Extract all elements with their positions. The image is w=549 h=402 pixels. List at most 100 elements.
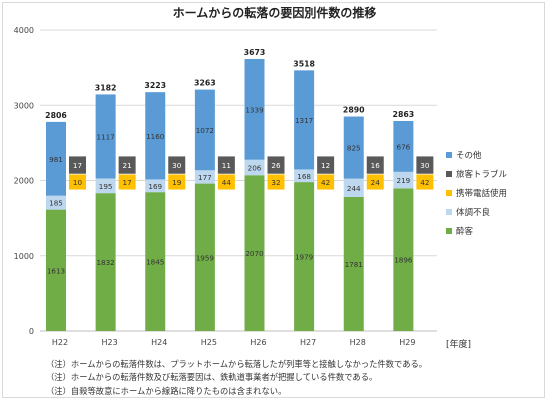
- x-tick-label: H25: [201, 338, 217, 347]
- side-bar-trouble: [118, 156, 136, 174]
- bar-segment: [244, 159, 265, 176]
- legend-swatch: [446, 152, 452, 158]
- x-tick-label: H22: [52, 338, 68, 347]
- data-label: 676: [397, 142, 411, 151]
- data-label: 1832: [96, 258, 114, 267]
- bars: 1613 185 981 2806 10 17 1832 195 1117 3182 17 21 184…: [45, 48, 434, 331]
- side-bar-trouble: [267, 156, 285, 174]
- data-label: 177: [198, 173, 212, 182]
- data-label: 1339: [245, 105, 264, 114]
- bar-segment: [294, 70, 315, 170]
- data-label: 219: [397, 176, 411, 185]
- footnotes: （注）ホームからの転落件数は、プラットホームから転落したが列車等と接触しなかった…: [46, 358, 427, 398]
- data-label: 825: [347, 144, 361, 153]
- legend-swatch: [446, 209, 452, 215]
- data-label: 26: [271, 161, 281, 170]
- total-label: 3223: [144, 81, 166, 90]
- legend-label: 旅客トラブル: [456, 169, 508, 180]
- data-label: 1845: [146, 258, 164, 267]
- bar-segment: [244, 175, 265, 331]
- side-bar-phone: [69, 174, 86, 190]
- data-label: 2070: [245, 249, 264, 258]
- bar-segment: [46, 195, 66, 210]
- y-tick-label: 2000: [14, 177, 34, 186]
- data-label: 1896: [394, 256, 413, 265]
- data-label: 12: [321, 161, 330, 170]
- bar-segment: [95, 178, 116, 194]
- data-label: 21: [123, 161, 132, 170]
- legend-swatch: [446, 190, 452, 196]
- side-bar-phone: [267, 174, 285, 190]
- x-tick-label: H27: [300, 338, 316, 347]
- data-label: 1613: [47, 266, 65, 275]
- legend-label: その他: [456, 150, 482, 161]
- total-label: 2863: [393, 110, 415, 119]
- data-label: 1160: [146, 132, 165, 141]
- y-axis: 0 1000 2000 3000 4000: [14, 26, 34, 336]
- bar-segment: [393, 171, 414, 189]
- total-label: 2806: [45, 111, 67, 120]
- legend-swatch: [446, 171, 452, 177]
- bar-segment: [294, 182, 315, 331]
- bar-segment: [145, 179, 166, 193]
- data-label: 1072: [196, 126, 214, 135]
- legend-label: 酔客: [456, 226, 474, 237]
- bar-segment: [145, 192, 166, 331]
- legend-label: 体調不良: [456, 207, 491, 218]
- data-label: 30: [172, 161, 182, 170]
- data-label: 17: [73, 161, 82, 170]
- data-label: 16: [371, 161, 381, 170]
- side-bar-phone: [217, 174, 235, 190]
- data-label: 44: [222, 178, 232, 187]
- data-label: 168: [297, 172, 311, 181]
- chart-frame: [2, 2, 545, 398]
- footnote: （注）自殺等故意にホームから線路に降りたものは含まれない。: [46, 385, 287, 396]
- bar-segment: [46, 121, 66, 196]
- footnote: （注）ホームからの転落件数は、プラットホームから転落したが列車等と接触しなかった…: [46, 359, 428, 369]
- side-bar-trouble: [366, 156, 384, 174]
- side-bar-phone: [366, 174, 384, 190]
- data-label: 19: [172, 178, 182, 187]
- data-label: 32: [271, 178, 280, 187]
- data-label: 1317: [295, 116, 313, 125]
- side-bar-trouble: [168, 156, 186, 174]
- x-tick-label: H28: [350, 338, 366, 347]
- data-label: 195: [99, 182, 113, 191]
- side-bar-phone: [416, 174, 434, 190]
- y-tick-label: 4000: [14, 26, 34, 35]
- side-bar-trouble: [416, 156, 434, 174]
- side-bar-phone: [118, 174, 136, 190]
- data-label: 24: [371, 178, 381, 187]
- x-axis: H22 H23 H24 H25 H26 H27 H28 H29: [52, 338, 416, 347]
- data-label: 1959: [196, 253, 215, 262]
- total-label: 2890: [343, 106, 365, 115]
- total-label: 3182: [95, 83, 117, 92]
- x-tick-label: H26: [250, 338, 266, 347]
- bar-segment: [244, 58, 265, 160]
- x-axis-unit-label: [年度]: [446, 338, 471, 350]
- y-tick-label: 1000: [14, 252, 34, 261]
- data-label: 981: [49, 155, 63, 164]
- x-tick-label: H23: [102, 338, 118, 347]
- data-label: 169: [148, 182, 162, 191]
- bar-segment: [194, 170, 215, 184]
- side-bar-trouble: [217, 156, 235, 174]
- data-label: 42: [321, 178, 330, 187]
- total-label: 3673: [244, 48, 266, 57]
- bar-segment: [46, 209, 66, 331]
- x-tick-label: H24: [151, 338, 167, 347]
- data-label: 185: [49, 199, 63, 208]
- x-tick-label: H29: [399, 338, 415, 347]
- data-label: 30: [420, 161, 430, 170]
- bar-segment: [393, 188, 414, 331]
- chart-title: ホームからの転落の要因別件数の推移: [172, 6, 377, 20]
- side-bar-phone: [168, 174, 186, 190]
- footnote: （注）ホームからの転落件数及び転落要因は、鉄軌道事業者が把握している件数である。: [46, 372, 378, 383]
- data-label: 42: [420, 178, 429, 187]
- bar-segment: [145, 92, 166, 180]
- y-tick-label: 3000: [14, 101, 34, 110]
- legend-swatch: [446, 228, 452, 234]
- data-label: 1979: [295, 253, 314, 262]
